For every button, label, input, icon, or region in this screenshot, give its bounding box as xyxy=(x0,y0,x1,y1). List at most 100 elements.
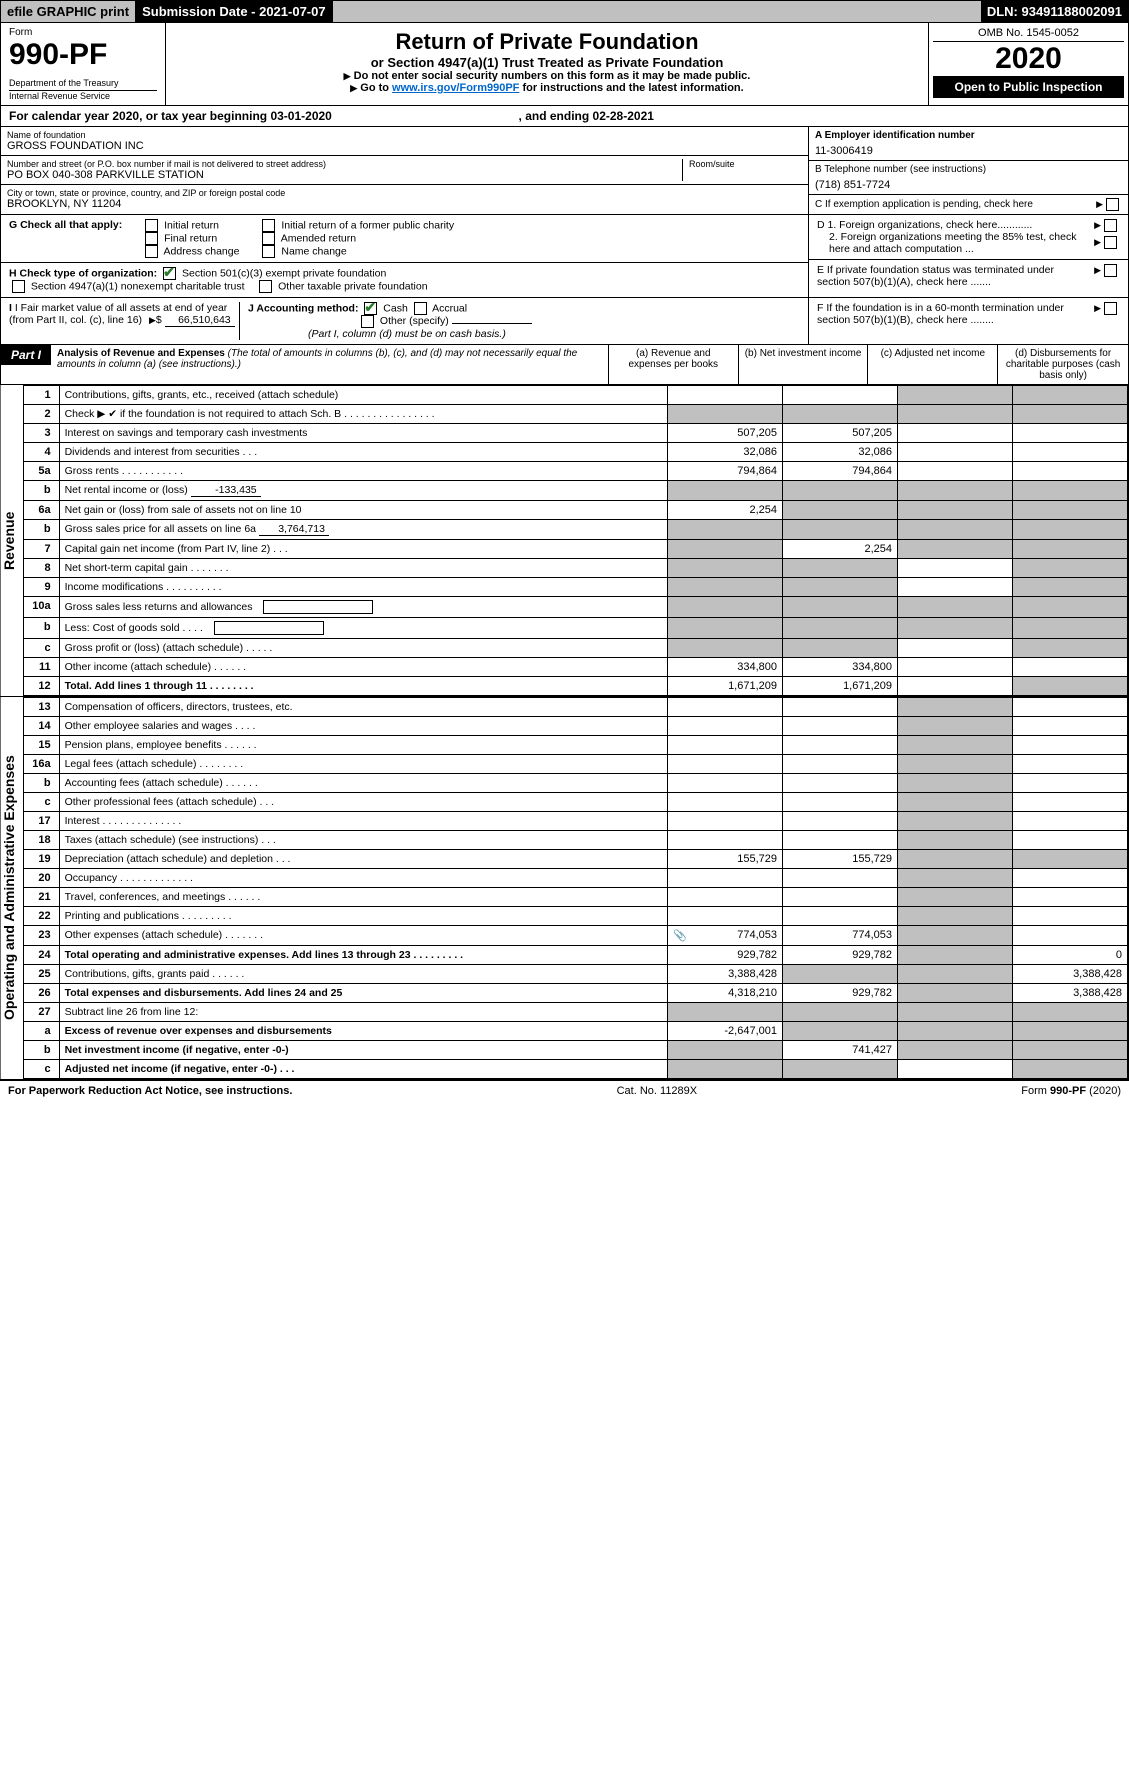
table-cell: 11 xyxy=(23,658,59,677)
col-b-header: (b) Net investment income xyxy=(739,345,869,384)
table-cell xyxy=(668,540,783,559)
table-cell xyxy=(668,578,783,597)
table-cell: 14 xyxy=(23,717,59,736)
j-cash[interactable] xyxy=(364,302,377,315)
dept: Department of the Treasury xyxy=(9,78,157,88)
table-cell xyxy=(668,405,783,424)
form-title: Return of Private Foundation xyxy=(176,29,918,55)
f-checkbox[interactable] xyxy=(1104,302,1117,315)
table-cell: 3 xyxy=(23,424,59,443)
table-row: 11 Other income (attach schedule) . . . … xyxy=(23,658,1127,677)
table-cell: 334,800 xyxy=(668,658,783,677)
table-cell: Other expenses (attach schedule) . . . .… xyxy=(59,926,667,946)
c-label: C If exemption application is pending, c… xyxy=(815,199,1096,210)
table-cell: 19 xyxy=(23,850,59,869)
table-row: 5a Gross rents . . . . . . . . . . . 794… xyxy=(23,462,1127,481)
table-cell: 17 xyxy=(23,812,59,831)
g-amended[interactable] xyxy=(262,232,275,245)
addr-label: Number and street (or P.O. box number if… xyxy=(7,159,682,169)
table-cell xyxy=(783,698,898,717)
table-cell: 25 xyxy=(23,965,59,984)
table-cell xyxy=(1013,578,1128,597)
table-cell: 2,254 xyxy=(783,540,898,559)
table-cell xyxy=(1013,1041,1128,1060)
ein: 11-3006419 xyxy=(815,145,1122,157)
h-4947[interactable] xyxy=(12,280,25,293)
table-cell xyxy=(898,578,1013,597)
cat-no: Cat. No. 11289X xyxy=(617,1085,698,1097)
d2-checkbox[interactable] xyxy=(1104,236,1117,249)
g-initial-return[interactable] xyxy=(145,219,158,232)
arrow-icon xyxy=(1096,199,1103,210)
table-cell: Total expenses and disbursements. Add li… xyxy=(59,984,667,1003)
table-cell xyxy=(898,559,1013,578)
table-row: 15 Pension plans, employee benefits . . … xyxy=(23,736,1127,755)
g-final-return[interactable] xyxy=(145,232,158,245)
h-other[interactable] xyxy=(259,280,272,293)
opex-section: Operating and Administrative Expenses 13… xyxy=(0,697,1129,1080)
table-cell xyxy=(668,698,783,717)
table-cell xyxy=(1013,520,1128,540)
table-cell: Income modifications . . . . . . . . . . xyxy=(59,578,667,597)
revenue-side-label: Revenue xyxy=(1,385,23,696)
g-initial-former[interactable] xyxy=(262,219,275,232)
table-cell: Other employee salaries and wages . . . … xyxy=(59,717,667,736)
j-accrual[interactable] xyxy=(414,302,427,315)
table-row: 7 Capital gain net income (from Part IV,… xyxy=(23,540,1127,559)
table-cell xyxy=(898,812,1013,831)
city-state-zip: BROOKLYN, NY 11204 xyxy=(7,198,802,210)
table-cell: 4,318,210 xyxy=(668,984,783,1003)
table-cell: Contributions, gifts, grants, etc., rece… xyxy=(59,386,667,405)
table-cell: Subtract line 26 from line 12: xyxy=(59,1003,667,1022)
part-label: Part I xyxy=(1,345,51,365)
form-ref: Form 990-PF (2020) xyxy=(1021,1085,1121,1097)
j-other[interactable] xyxy=(361,315,374,328)
entity-info: Name of foundation GROSS FOUNDATION INC … xyxy=(0,127,1129,215)
table-cell xyxy=(783,481,898,501)
table-cell: Capital gain net income (from Part IV, l… xyxy=(59,540,667,559)
table-row: 24 Total operating and administrative ex… xyxy=(23,946,1127,965)
table-cell: b xyxy=(23,481,59,501)
table-cell: Gross profit or (loss) (attach schedule)… xyxy=(59,639,667,658)
table-cell: Other income (attach schedule) . . . . .… xyxy=(59,658,667,677)
table-cell xyxy=(898,869,1013,888)
table-cell: Gross sales price for all assets on line… xyxy=(59,520,667,540)
table-cell xyxy=(898,907,1013,926)
table-cell xyxy=(898,658,1013,677)
table-cell: 155,729 xyxy=(783,850,898,869)
table-cell: 6a xyxy=(23,501,59,520)
table-cell: Total operating and administrative expen… xyxy=(59,946,667,965)
table-cell xyxy=(1013,717,1128,736)
table-cell xyxy=(898,850,1013,869)
table-row: 4 Dividends and interest from securities… xyxy=(23,443,1127,462)
table-cell xyxy=(668,717,783,736)
table-cell xyxy=(898,831,1013,850)
g-name-change[interactable] xyxy=(262,245,275,258)
table-cell xyxy=(898,793,1013,812)
table-cell: 507,205 xyxy=(668,424,783,443)
e-checkbox[interactable] xyxy=(1104,264,1117,277)
table-row: b Net rental income or (loss) -133,435 xyxy=(23,481,1127,501)
d1-checkbox[interactable] xyxy=(1104,219,1117,232)
form-link[interactable]: www.irs.gov/Form990PF xyxy=(392,82,519,94)
table-row: 23 Other expenses (attach schedule) . . … xyxy=(23,926,1127,946)
table-cell: 3,388,428 xyxy=(668,965,783,984)
table-cell xyxy=(1013,888,1128,907)
table-cell: Accounting fees (attach schedule) . . . … xyxy=(59,774,667,793)
table-row: 8 Net short-term capital gain . . . . . … xyxy=(23,559,1127,578)
table-cell xyxy=(1013,559,1128,578)
table-cell: b xyxy=(23,520,59,540)
table-cell xyxy=(668,1041,783,1060)
table-cell xyxy=(898,774,1013,793)
table-cell xyxy=(1013,1003,1128,1022)
table-cell xyxy=(783,386,898,405)
h-501c3[interactable] xyxy=(163,267,176,280)
g-label: G Check all that apply: xyxy=(9,219,122,231)
g-address-change[interactable] xyxy=(145,245,158,258)
revenue-table: 1 Contributions, gifts, grants, etc., re… xyxy=(23,385,1128,696)
table-cell: Check ▶ ✔ if the foundation is not requi… xyxy=(59,405,667,424)
table-cell: Gross rents . . . . . . . . . . . xyxy=(59,462,667,481)
table-cell: 9 xyxy=(23,578,59,597)
table-cell xyxy=(783,888,898,907)
c-checkbox[interactable] xyxy=(1106,198,1119,211)
